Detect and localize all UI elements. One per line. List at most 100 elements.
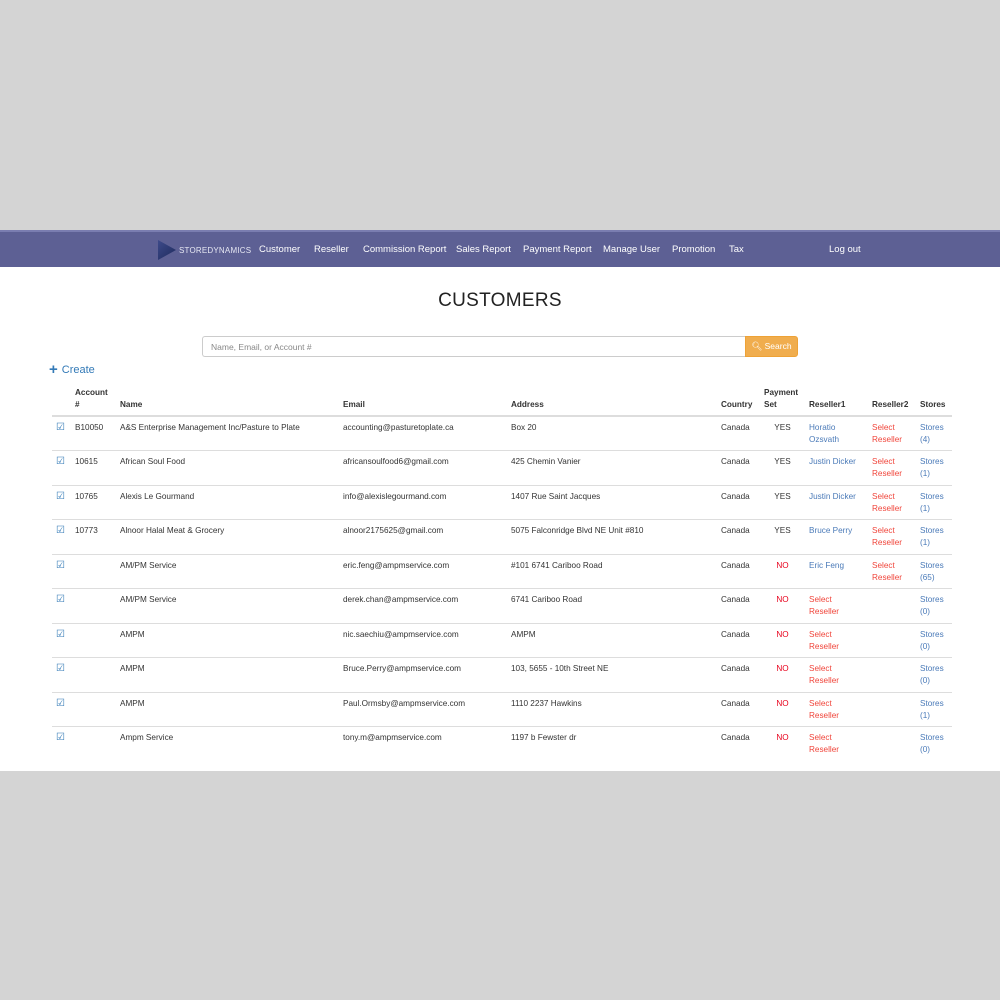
stores-link[interactable]: Stores (4) bbox=[916, 415, 952, 451]
country-cell: Canada bbox=[717, 726, 760, 761]
country-cell: Canada bbox=[717, 657, 760, 692]
reseller2-link[interactable]: Select Reseller bbox=[868, 415, 916, 451]
nav-tax[interactable]: Tax bbox=[729, 244, 744, 255]
account-cell: 10765 bbox=[71, 484, 116, 520]
brand-logo[interactable]: STOREDYNAMICS bbox=[158, 240, 251, 260]
navbar: STOREDYNAMICS Customer Reseller Commissi… bbox=[0, 230, 1000, 267]
name-cell: African Soul Food bbox=[116, 450, 339, 485]
nav-payment-report[interactable]: Payment Report bbox=[523, 244, 592, 255]
reseller1-link[interactable]: Bruce Perry bbox=[805, 519, 868, 554]
page-title: CUSTOMERS bbox=[438, 290, 562, 311]
reseller2-link[interactable]: Select Reseller bbox=[868, 484, 916, 520]
stores-link[interactable]: Stores (65) bbox=[916, 553, 952, 589]
reseller1-link[interactable]: Select Reseller bbox=[805, 691, 868, 727]
reseller1-link[interactable]: Select Reseller bbox=[805, 622, 868, 658]
create-button[interactable]: + Create bbox=[49, 362, 95, 377]
stores-link[interactable]: Stores (1) bbox=[916, 691, 952, 727]
address-cell: Box 20 bbox=[507, 415, 717, 451]
search-bar: 🔍︎ Search bbox=[202, 336, 798, 357]
reseller1-link[interactable]: Select Reseller bbox=[805, 588, 868, 623]
email-cell: nic.saechiu@ampmservice.com bbox=[339, 622, 507, 658]
stores-link[interactable]: Stores (0) bbox=[916, 726, 952, 761]
brand-name: STOREDYNAMICS bbox=[179, 245, 252, 255]
column-header-account: Account # bbox=[71, 380, 116, 417]
stores-link[interactable]: Stores (0) bbox=[916, 588, 952, 623]
reseller2-link[interactable]: Select Reseller bbox=[868, 553, 916, 589]
stores-link[interactable]: Stores (1) bbox=[916, 519, 952, 554]
reseller2-link bbox=[868, 726, 916, 761]
account-cell bbox=[71, 726, 116, 761]
search-input[interactable] bbox=[202, 336, 745, 357]
address-cell: 1407 Rue Saint Jacques bbox=[507, 484, 717, 520]
search-button[interactable]: 🔍︎ Search bbox=[745, 336, 798, 357]
column-header-payment-set: Payment Set bbox=[760, 380, 805, 417]
table-row: ☑︎ B10050 A&S Enterprise Management Inc/Pa… bbox=[52, 415, 952, 451]
table-row: ☑︎ AM/PM Service derek.chan@ampmservice.co… bbox=[52, 588, 952, 623]
country-cell: Canada bbox=[717, 622, 760, 658]
address-cell: 425 Chemin Vanier bbox=[507, 450, 717, 485]
column-header-reseller1: Reseller1 bbox=[805, 380, 868, 417]
address-cell: 1110 2237 Hawkins bbox=[507, 691, 717, 727]
edit-icon[interactable]: ☑︎ bbox=[56, 490, 65, 502]
edit-icon[interactable]: ☑︎ bbox=[56, 697, 65, 709]
reseller2-link bbox=[868, 622, 916, 658]
stores-link[interactable]: Stores (1) bbox=[916, 484, 952, 520]
search-button-label: Search bbox=[764, 341, 792, 351]
edit-icon[interactable]: ☑︎ bbox=[56, 525, 65, 536]
stores-link[interactable]: Stores (0) bbox=[916, 657, 952, 692]
edit-icon[interactable]: ☑︎ bbox=[56, 559, 65, 571]
nav-sales-report[interactable]: Sales Report bbox=[456, 244, 511, 255]
edit-icon[interactable]: ☑︎ bbox=[56, 628, 65, 640]
stores-link[interactable]: Stores (1) bbox=[916, 450, 952, 485]
reseller1-link[interactable]: Horatio Ozsvath bbox=[805, 415, 868, 451]
nav-customer[interactable]: Customer bbox=[259, 244, 301, 255]
payment-set-cell: YES bbox=[760, 484, 805, 520]
column-header-name: Name bbox=[116, 380, 339, 417]
reseller1-link[interactable]: Justin Dicker bbox=[805, 450, 868, 485]
column-header-edit bbox=[52, 380, 71, 417]
logout-link[interactable]: Log out bbox=[829, 244, 861, 255]
name-cell: A&S Enterprise Management Inc/Pasture to… bbox=[116, 415, 339, 451]
edit-cell: ☑︎ bbox=[52, 691, 71, 727]
payment-set-cell: YES bbox=[760, 450, 805, 485]
nav-reseller[interactable]: Reseller bbox=[314, 244, 349, 255]
name-cell: Ampm Service bbox=[116, 726, 339, 761]
account-cell bbox=[71, 622, 116, 658]
logo-icon bbox=[158, 240, 176, 260]
country-cell: Canada bbox=[717, 691, 760, 727]
nav-promotion[interactable]: Promotion bbox=[672, 244, 716, 255]
payment-set-cell: NO bbox=[760, 657, 805, 692]
column-header-reseller2: Reseller2 bbox=[868, 380, 916, 417]
name-cell: AMPM bbox=[116, 691, 339, 727]
reseller1-link[interactable]: Justin Dicker bbox=[805, 484, 868, 520]
column-header-email: Email bbox=[339, 380, 507, 417]
reseller1-link[interactable]: Select Reseller bbox=[805, 657, 868, 692]
country-cell: Canada bbox=[717, 519, 760, 554]
edit-icon[interactable]: ☑︎ bbox=[56, 456, 65, 467]
table-row: ☑︎ AM/PM Service eric.feng@ampmservice.com… bbox=[52, 553, 952, 589]
edit-cell: ☑︎ bbox=[52, 657, 71, 692]
table-row: ☑︎ AMPM Bruce.Perry@ampmservice.com 103, 56… bbox=[52, 657, 952, 692]
stores-link[interactable]: Stores (0) bbox=[916, 622, 952, 658]
reseller2-link[interactable]: Select Reseller bbox=[868, 450, 916, 485]
reseller1-link[interactable]: Eric Feng bbox=[805, 553, 868, 589]
country-cell: Canada bbox=[717, 553, 760, 589]
edit-icon[interactable]: ☑︎ bbox=[56, 594, 65, 605]
reseller2-link[interactable]: Select Reseller bbox=[868, 519, 916, 554]
reseller1-link[interactable]: Select Reseller bbox=[805, 726, 868, 761]
column-header-address: Address bbox=[507, 380, 717, 417]
table-header: Account # Name Email Address Country Payment … bbox=[52, 380, 952, 417]
edit-cell: ☑︎ bbox=[52, 519, 71, 554]
edit-icon[interactable]: ☑︎ bbox=[56, 732, 65, 743]
address-cell: 103, 5655 - 10th Street NE bbox=[507, 657, 717, 692]
table-row: ☑︎ AMPM Paul.Ormsby@ampmservice.com 1110 22… bbox=[52, 691, 952, 727]
create-label: Create bbox=[61, 363, 95, 376]
nav-commission-report[interactable]: Commission Report bbox=[363, 244, 447, 255]
email-cell: eric.feng@ampmservice.com bbox=[339, 553, 507, 589]
country-cell: Canada bbox=[717, 484, 760, 520]
nav-manage-user[interactable]: Manage User bbox=[603, 244, 661, 255]
reseller2-link bbox=[868, 691, 916, 727]
edit-icon[interactable]: ☑︎ bbox=[56, 663, 65, 674]
account-cell: 10615 bbox=[71, 450, 116, 485]
edit-icon[interactable]: ☑︎ bbox=[56, 422, 65, 433]
